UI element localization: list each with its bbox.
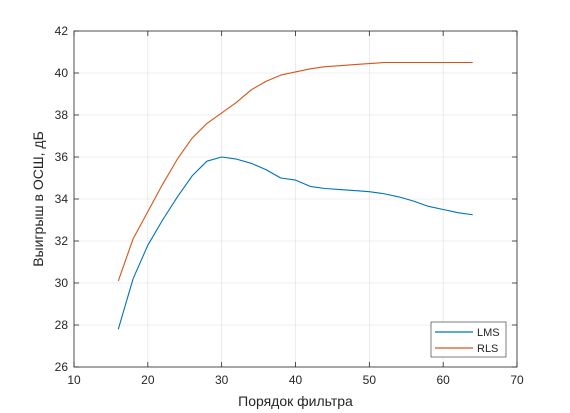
y-tick-label: 34: [55, 192, 69, 206]
y-tick-label: 26: [55, 360, 69, 374]
x-tick-label: 70: [510, 373, 524, 387]
legend: LMS RLS: [430, 321, 507, 358]
series-line-rls: [117, 61, 473, 282]
x-tick-label: 30: [215, 373, 229, 387]
x-axis-label: Порядок фильтра: [238, 393, 353, 409]
tick-labels: 10 20 30 40 50 60 70 26 28 30 32 34 36 38 40 42: [55, 24, 524, 387]
legend-label-rls: RLS: [477, 343, 498, 355]
x-tick-label: 20: [141, 373, 155, 387]
y-tick-label: 42: [55, 24, 69, 38]
ticks: [73, 30, 518, 368]
x-tick-label: 10: [67, 373, 81, 387]
y-axis-label: Выигрыш в ОСШ, дБ: [30, 131, 46, 267]
series-line-lms: [117, 156, 473, 330]
legend-label-lms: LMS: [477, 327, 500, 339]
y-tick-label: 28: [55, 318, 69, 332]
y-tick-label: 40: [55, 66, 69, 80]
y-tick-label: 38: [55, 108, 69, 122]
y-tick-label: 30: [55, 276, 69, 290]
y-tick-label: 36: [55, 150, 69, 164]
x-tick-label: 40: [289, 373, 303, 387]
x-tick-label: 50: [363, 373, 377, 387]
y-tick-label: 32: [55, 234, 69, 248]
x-tick-label: 60: [436, 373, 450, 387]
series-group: [117, 61, 473, 330]
legend-box: [430, 321, 507, 358]
